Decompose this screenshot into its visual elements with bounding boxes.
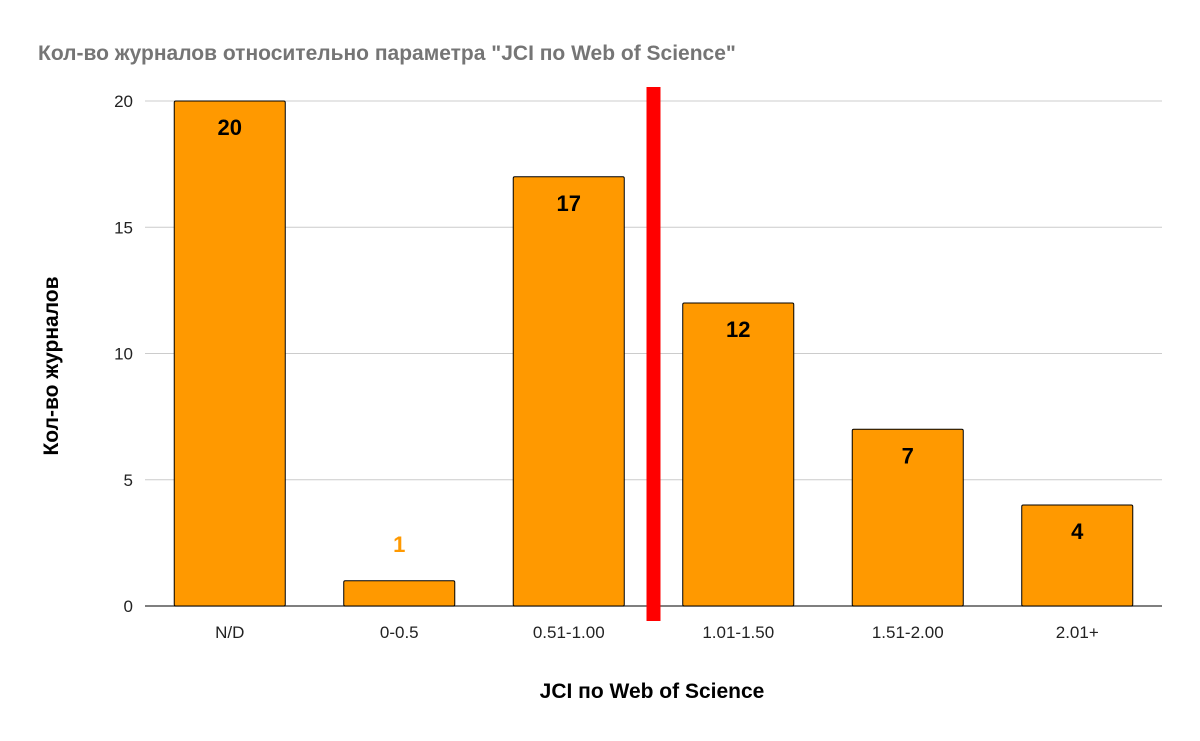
- annotations: [646, 87, 661, 621]
- y-axis-ticks: 0 5 10 15 20: [114, 92, 133, 616]
- y-tick-label: 15: [114, 218, 133, 237]
- bar: [1021, 504, 1134, 607]
- bar: [682, 302, 795, 607]
- data-label: 7: [902, 443, 914, 468]
- separator-line: [646, 87, 661, 621]
- x-tick-label: 2.01+: [1056, 623, 1099, 642]
- x-tick-label: 1.51-2.00: [872, 623, 944, 642]
- bar: [512, 176, 625, 607]
- bar: [173, 100, 286, 607]
- y-axis-title: Кол-во журналов: [40, 276, 63, 455]
- chart-title: Кол-во журналов относительно параметра "…: [38, 42, 736, 65]
- data-label: 4: [1071, 519, 1084, 544]
- bar: [343, 580, 456, 607]
- x-tick-label: 0.51-1.00: [533, 623, 605, 642]
- y-tick-label: 10: [114, 345, 133, 364]
- data-label: 1: [393, 532, 405, 557]
- data-label: 20: [218, 115, 242, 140]
- x-tick-label: N/D: [215, 623, 244, 642]
- data-labels: 20 1 17 12 7 4: [218, 115, 1085, 557]
- x-axis-title: JCI по Web of Science: [540, 680, 765, 703]
- x-tick-label: 0-0.5: [380, 623, 419, 642]
- x-tick-label: 1.01-1.50: [702, 623, 774, 642]
- y-tick-label: 0: [124, 597, 133, 616]
- y-tick-label: 5: [124, 471, 133, 490]
- data-label: 12: [726, 317, 750, 342]
- x-axis-ticks: N/D 0-0.5 0.51-1.00 1.01-1.50 1.51-2.00 2.01+: [215, 623, 1099, 642]
- bar: [851, 428, 964, 607]
- data-label: 17: [557, 191, 581, 216]
- bars: [173, 100, 1134, 607]
- y-tick-label: 20: [114, 92, 133, 111]
